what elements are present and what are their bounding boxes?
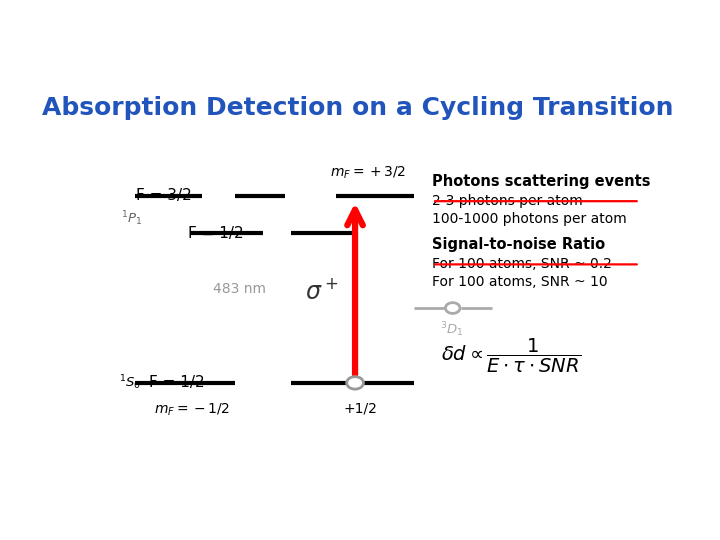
Text: 100-1000 photons per atom: 100-1000 photons per atom (432, 212, 627, 226)
Text: $^3D_1$: $^3D_1$ (440, 321, 464, 339)
Text: $m_F = -1/2$: $m_F = -1/2$ (154, 402, 230, 418)
Text: $m_F = +3/2$: $m_F = +3/2$ (330, 165, 406, 181)
Text: For 100 atoms, SNR ~ 0.2: For 100 atoms, SNR ~ 0.2 (432, 258, 612, 272)
Text: 483 nm: 483 nm (213, 282, 266, 296)
Text: Photons scattering events: Photons scattering events (432, 174, 651, 188)
Text: F = 1/2: F = 1/2 (188, 226, 243, 241)
Text: $\sigma^+$: $\sigma^+$ (305, 279, 338, 304)
Text: +1/2: +1/2 (344, 402, 378, 416)
Text: 2-3 photons per atom: 2-3 photons per atom (432, 194, 582, 208)
Text: $^1S_0$: $^1S_0$ (119, 374, 141, 392)
Text: For 100 atoms, SNR ~ 10: For 100 atoms, SNR ~ 10 (432, 275, 608, 289)
Text: Absorption Detection on a Cycling Transition: Absorption Detection on a Cycling Transi… (42, 97, 674, 120)
Text: F = 3/2: F = 3/2 (136, 188, 192, 203)
Text: Signal-to-noise Ratio: Signal-to-noise Ratio (432, 237, 606, 252)
Circle shape (347, 377, 364, 389)
Text: $^1P_1$: $^1P_1$ (121, 210, 142, 228)
Text: F = 1/2: F = 1/2 (148, 375, 204, 390)
Text: $\delta d \propto \dfrac{1}{E \cdot \tau \cdot SNR}$: $\delta d \propto \dfrac{1}{E \cdot \tau… (441, 337, 581, 375)
Circle shape (446, 302, 460, 313)
